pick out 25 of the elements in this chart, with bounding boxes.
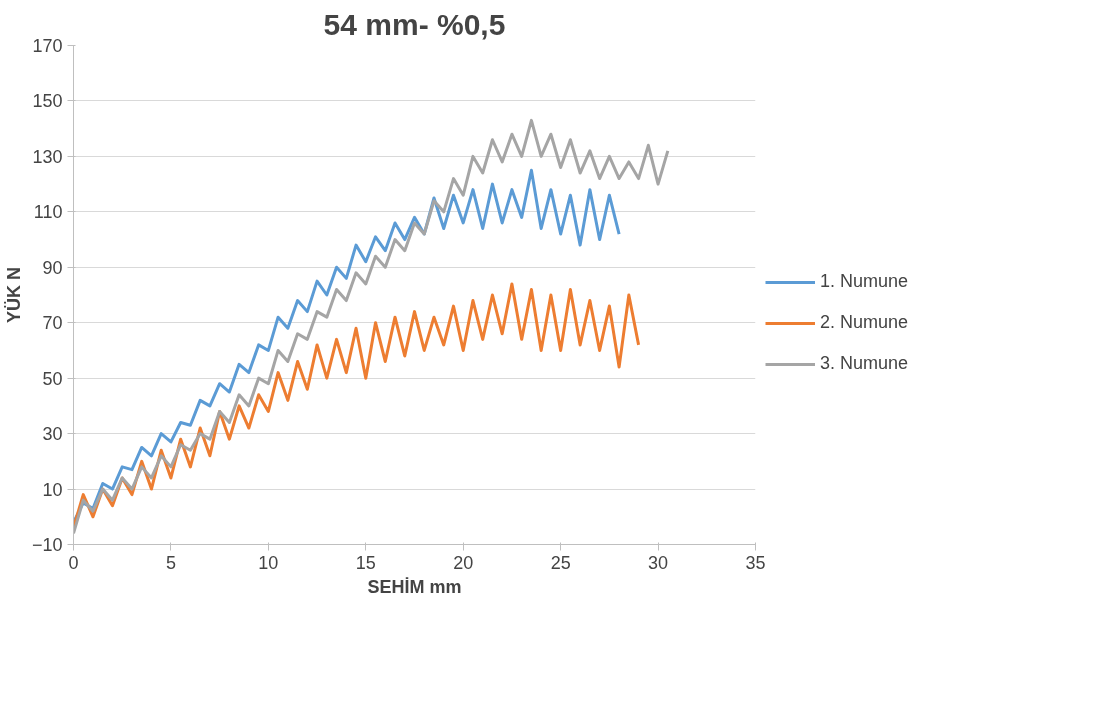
y-tick-label: 10 — [42, 479, 63, 500]
y-tick-label: 50 — [42, 368, 63, 389]
x-tick-label: 10 — [258, 552, 279, 573]
y-tick-label: 150 — [32, 91, 63, 112]
y-tick-label: −10 — [31, 535, 63, 555]
y-tick-label: 110 — [33, 202, 63, 223]
x-tick-label: 0 — [68, 552, 79, 573]
line-series — [73, 118, 670, 535]
x-tick-label: 35 — [745, 552, 766, 573]
y-tick-label: 30 — [42, 424, 63, 445]
x-tick-label: 20 — [453, 552, 474, 573]
y-tick-label: 70 — [42, 313, 63, 334]
x-tick-label: 5 — [165, 552, 176, 573]
y-tick-label: 170 — [32, 36, 63, 56]
legend-label: 3. Numune — [820, 353, 909, 374]
y-tick-label: 90 — [42, 257, 63, 278]
x-axis-title: SEHİM mm — [367, 576, 462, 597]
x-tick-label: 25 — [550, 552, 571, 573]
legend-label: 1. Numune — [820, 271, 909, 292]
x-tick-label: 30 — [648, 552, 669, 573]
chart-title: 54 mm- %0,5 — [323, 7, 506, 41]
legend-label: 2. Numune — [820, 312, 909, 333]
y-tick-label: 130 — [32, 146, 63, 167]
y-axis-title: YÜK N — [3, 266, 24, 323]
x-tick-label: 15 — [355, 552, 376, 573]
